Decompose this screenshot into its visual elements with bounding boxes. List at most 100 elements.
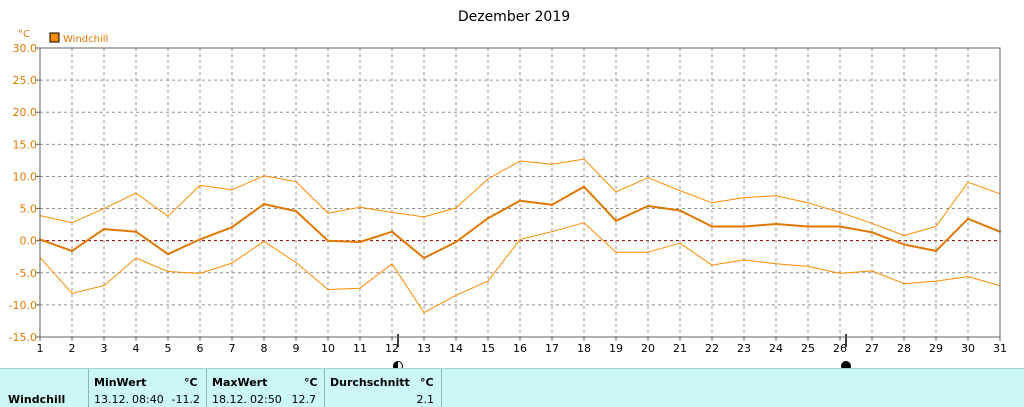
- x-tick-label: 16: [513, 342, 527, 355]
- x-tick-label: 5: [165, 342, 172, 355]
- data-point-max: [359, 206, 361, 208]
- data-point-max: [839, 211, 841, 214]
- stats-min-column: MinWert °C 13.12. 08:40 -11.2: [94, 369, 202, 407]
- data-point-avg: [934, 249, 938, 253]
- data-point-min: [551, 231, 553, 233]
- x-tick-label: 26: [833, 342, 847, 355]
- data-point-min: [231, 262, 233, 264]
- data-point-avg: [198, 238, 202, 241]
- data-point-max: [647, 177, 649, 179]
- x-tick-label: 20: [641, 342, 655, 355]
- stats-avg-column: Durchschnitt °C 2.1: [330, 369, 436, 407]
- plot-frame: [39, 47, 1001, 338]
- data-point-avg: [870, 231, 874, 234]
- x-tick-label: 31: [993, 342, 1007, 355]
- data-point-max: [423, 216, 425, 218]
- data-point-min: [967, 276, 969, 278]
- data-point-avg: [806, 225, 810, 228]
- data-point-max: [615, 191, 617, 193]
- stats-max-date: 18.12.: [212, 393, 247, 406]
- data-point-max: [391, 211, 393, 214]
- data-point-max: [967, 181, 969, 183]
- data-point-min: [647, 251, 649, 253]
- stats-min-header: MinWert: [94, 376, 147, 389]
- x-tick-label: 17: [545, 342, 559, 355]
- data-point-max: [711, 202, 713, 204]
- data-point-min: [871, 270, 873, 272]
- stats-max-header: MaxWert: [212, 376, 268, 389]
- x-tick-label: 2: [69, 342, 76, 355]
- data-point-avg: [358, 240, 362, 244]
- stats-avg-unit: °C: [420, 376, 434, 389]
- x-tick-label: 4: [133, 342, 140, 355]
- x-tick-label: 30: [961, 342, 975, 355]
- x-tick-label: 8: [261, 342, 268, 355]
- data-point-avg: [294, 209, 298, 213]
- data-point-avg: [966, 217, 970, 221]
- stats-min-time: 08:40: [132, 393, 164, 406]
- stats-panel: Windchill MinWert °C 13.12. 08:40 -11.2 …: [0, 368, 1024, 407]
- x-tick-label: 13: [417, 342, 431, 355]
- chart-ticks: 30.0 25.0 20.0 15.0 10.0 5.0 0.0 -5.0 -10.0 -15.0…: [9, 42, 1007, 368]
- legend-swatch: [49, 32, 60, 43]
- data-point-min: [487, 280, 489, 282]
- data-point-max: [679, 189, 681, 192]
- stats-max-value: 12.7: [291, 393, 317, 406]
- x-tick-label: 24: [769, 342, 783, 355]
- data-point-min: [903, 283, 905, 285]
- x-tick-label: 15: [481, 342, 495, 355]
- data-point-min: [263, 240, 265, 242]
- stats-max-column: MaxWert °C 18.12. 02:50 12.7: [212, 369, 318, 407]
- data-point-min: [167, 270, 169, 273]
- data-point-avg: [902, 243, 906, 246]
- data-point-avg: [134, 230, 138, 233]
- data-point-avg: [486, 216, 490, 220]
- data-point-max: [551, 163, 553, 165]
- chart-title: Dezember 2019: [458, 9, 570, 25]
- data-point-min: [103, 285, 105, 287]
- data-point-min: [679, 242, 681, 244]
- data-point-max: [871, 222, 873, 224]
- data-point-avg: [518, 199, 522, 203]
- data-point-min: [775, 263, 777, 265]
- data-point-max: [743, 197, 745, 199]
- x-tick-label: 12: [385, 342, 399, 355]
- x-tick-label: 28: [897, 342, 911, 355]
- data-point-max: [935, 225, 937, 228]
- y-tick-label: 5.0: [20, 203, 38, 216]
- data-point-avg: [838, 225, 842, 228]
- x-tick-label: 11: [353, 342, 367, 355]
- data-point-avg: [230, 225, 234, 229]
- x-tick-label: 18: [577, 342, 591, 355]
- data-point-avg: [774, 222, 778, 226]
- data-point-min: [711, 264, 713, 266]
- data-point-avg: [102, 227, 106, 231]
- x-tick-label: 3: [101, 342, 108, 355]
- data-point-avg: [550, 203, 554, 206]
- data-point-max: [167, 215, 169, 217]
- data-point-min: [359, 287, 361, 289]
- x-tick-label: 19: [609, 342, 623, 355]
- data-point-max: [903, 234, 905, 237]
- stats-avg-header: Durchschnitt: [330, 376, 410, 389]
- y-tick-label: 0.0: [20, 235, 38, 248]
- data-point-min: [391, 263, 393, 265]
- y-tick-label: 20.0: [13, 106, 38, 119]
- stats-max-time: 02:50: [250, 393, 282, 406]
- data-point-avg: [262, 202, 266, 206]
- data-point-min: [455, 294, 457, 296]
- x-tick-label: 29: [929, 342, 943, 355]
- data-point-max: [583, 158, 585, 160]
- stats-max-unit: °C: [304, 376, 318, 389]
- data-point-max: [519, 160, 521, 162]
- x-tick-label: 6: [197, 342, 204, 355]
- y-tick-label: -10.0: [9, 299, 37, 312]
- data-point-max: [807, 202, 809, 204]
- stats-avg-value: 2.1: [416, 393, 435, 406]
- stats-min-value: -11.2: [171, 393, 200, 406]
- data-point-min: [519, 238, 521, 240]
- data-point-min: [295, 261, 297, 264]
- data-point-min: [743, 259, 745, 261]
- x-tick-label: 1: [37, 342, 44, 355]
- x-tick-label: 23: [737, 342, 751, 355]
